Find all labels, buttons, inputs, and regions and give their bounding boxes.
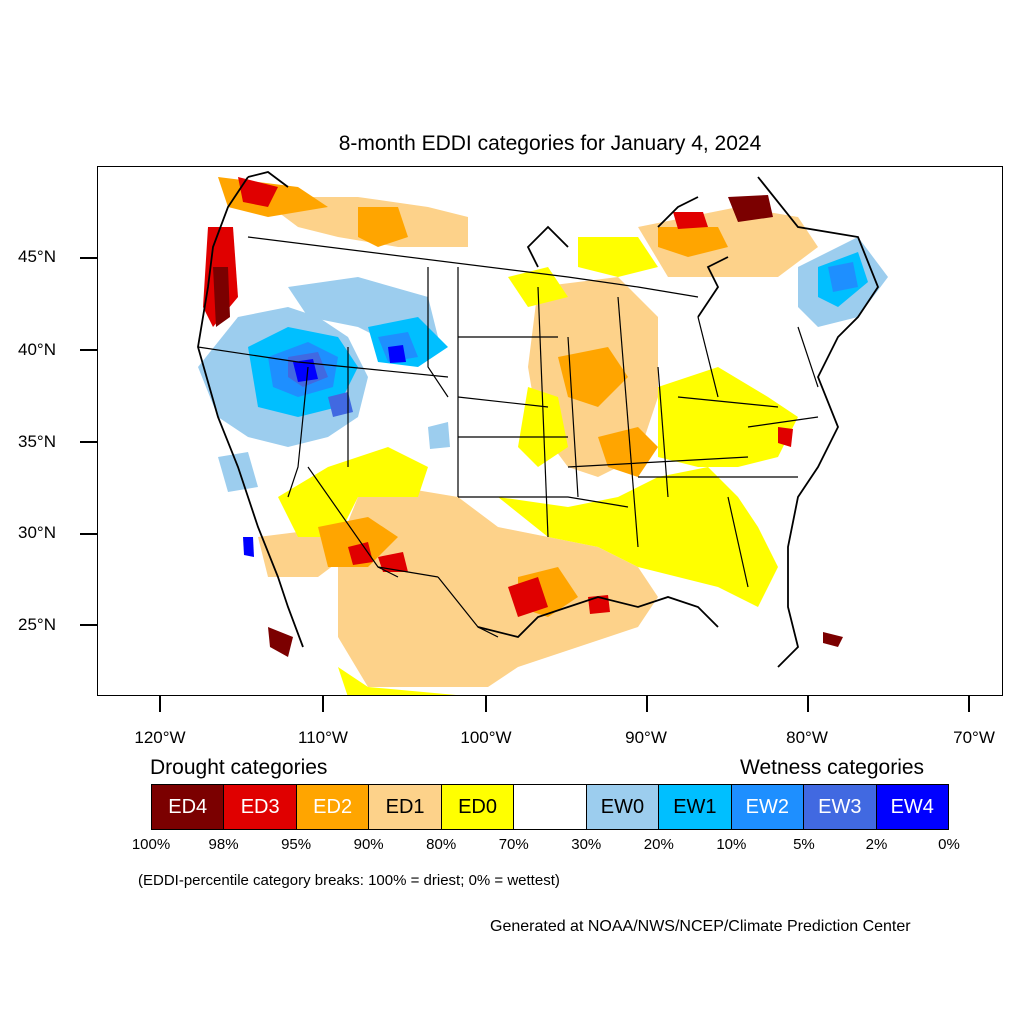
credit-line: Generated at NOAA/NWS/NCEP/Climate Predi… <box>490 918 911 935</box>
lon-label-100w: 100°W <box>460 728 512 747</box>
lon-label-120w: 120°W <box>134 728 186 747</box>
legend-swatch-ew0: EW0 <box>586 785 660 829</box>
drought-categories-heading: Drought categories <box>150 756 328 779</box>
lon-label-90w: 90°W <box>625 728 667 747</box>
legend-swatch-ed3: ED3 <box>224 785 297 829</box>
legend-swatch-ew2: EW2 <box>731 785 805 829</box>
lat-label-30: 30°N <box>18 523 56 542</box>
legend-swatch-neutral <box>514 785 587 829</box>
lon-tick <box>159 696 161 712</box>
legend-swatch-ed4: ED4 <box>152 785 225 829</box>
percentile-label: 70% <box>498 836 529 853</box>
percentile-label: 98% <box>208 836 239 853</box>
wetness-categories-heading: Wetness categories <box>740 756 925 779</box>
map-title: 8-month EDDI categories for January 4, 2… <box>338 132 762 155</box>
percentile-label: 95% <box>281 836 312 853</box>
legend-swatch-ew3: EW3 <box>804 785 877 829</box>
lat-label-45: 45°N <box>18 247 56 266</box>
category-legend: ED4 ED3 ED2 ED1 ED0 EW0 EW1 EW2 EW3 EW4 <box>151 784 949 830</box>
ed4-region <box>213 195 843 657</box>
lon-tick <box>322 696 324 712</box>
legend-swatch-ew4: EW4 <box>876 785 948 829</box>
lon-label-110w: 110°W <box>298 728 348 747</box>
percentile-label: 0% <box>938 836 960 853</box>
lon-tick <box>968 696 970 712</box>
lat-label-35: 35°N <box>18 432 56 451</box>
lat-tick <box>80 441 97 443</box>
legend-swatch-ed2: ED2 <box>296 785 370 829</box>
ew4-region <box>243 345 406 557</box>
legend-swatch-ew1: EW1 <box>659 785 732 829</box>
lon-tick <box>485 696 487 712</box>
eddi-map <box>97 166 1003 696</box>
percentile-label: 5% <box>793 836 815 853</box>
percentile-label: 20% <box>643 836 674 853</box>
percentile-label: 2% <box>865 836 888 853</box>
lon-label-80w: 80°W <box>786 728 828 747</box>
ed2-region <box>218 177 728 617</box>
lat-tick <box>80 533 97 535</box>
state-boundaries <box>197 236 819 638</box>
percentile-label: 90% <box>353 836 384 853</box>
lon-label-70w: 70°W <box>953 728 995 747</box>
percentile-label: 10% <box>716 836 747 853</box>
legend-swatch-ed1: ED1 <box>369 785 442 829</box>
lat-label-25: 25°N <box>18 615 56 634</box>
lat-label-40: 40°N <box>18 340 56 359</box>
lat-tick <box>80 624 97 626</box>
breaks-note: (EDDI-percentile category breaks: 100% =… <box>138 872 560 889</box>
percentile-label: 30% <box>571 836 602 853</box>
lon-tick <box>646 696 648 712</box>
lon-tick <box>807 696 809 712</box>
percentile-label: 80% <box>426 836 457 853</box>
coastline <box>197 171 880 668</box>
legend-swatch-ed0: ED0 <box>441 785 515 829</box>
lat-tick <box>80 349 97 351</box>
ed0-region <box>278 237 798 695</box>
lat-tick <box>80 257 97 259</box>
percentile-label: 100% <box>131 836 171 853</box>
